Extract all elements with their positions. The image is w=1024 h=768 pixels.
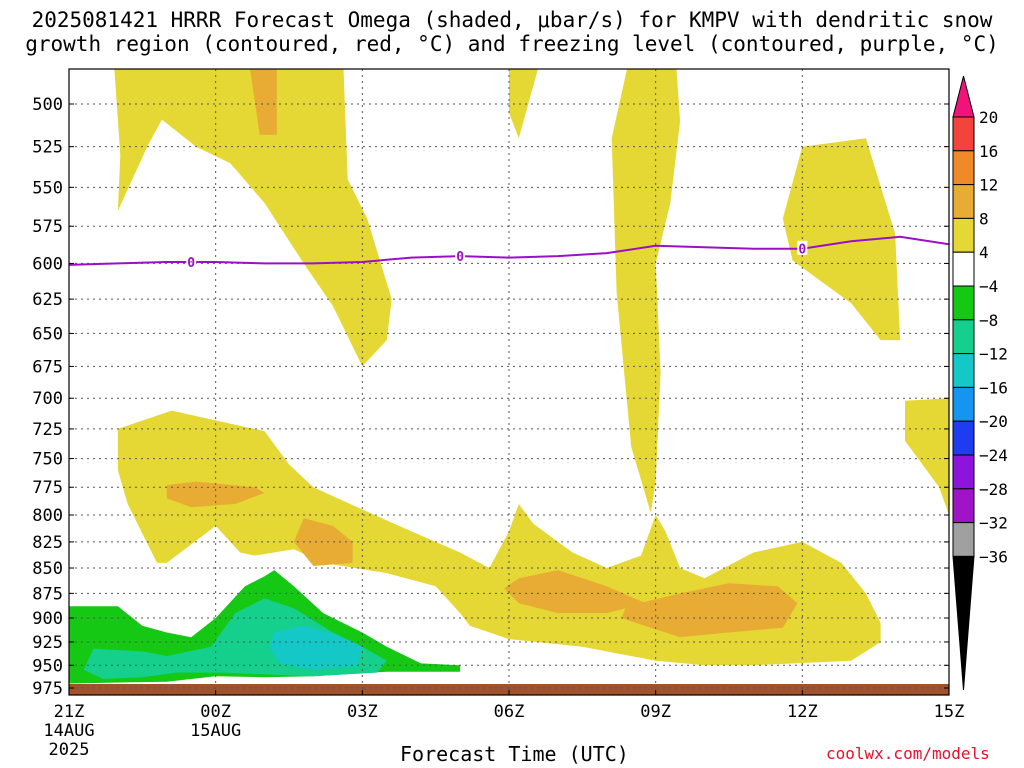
colorbar-segment-9: [952, 386, 975, 422]
colorbar-segment-5: [952, 251, 975, 287]
grid-lines: [69, 69, 949, 695]
colorbar-segment-12: [952, 488, 975, 524]
colorbar-segment-7: [952, 319, 975, 355]
colorbar-label-12: −32: [979, 514, 1008, 533]
colorbar-segment-2: [952, 150, 975, 186]
omega-region-13: [269, 625, 363, 670]
omega-region-1: [509, 69, 538, 139]
y-tick-label-600: 600: [32, 254, 63, 274]
colorbar-bottom-triangle: [952, 555, 975, 691]
y-tick-label-700: 700: [32, 389, 63, 409]
colorbar-segment-13: [952, 522, 975, 557]
y-tick-label-825: 825: [32, 533, 63, 553]
y-axis: 500 525 550 575 600 625 650 675 700 725 750 775 800 8…: [32, 95, 949, 699]
x-tick-label-15Z: 15Z: [934, 702, 965, 722]
colorbar-top-triangle: [952, 75, 975, 118]
omega-region-2: [611, 69, 681, 513]
freezing-level-label-1: 0: [456, 250, 464, 265]
colorbar-segment-11: [952, 454, 975, 490]
colorbar-label-9: −20: [979, 412, 1008, 431]
y-tick-label-575: 575: [32, 217, 63, 237]
omega-region-6: [250, 69, 277, 135]
dendritic-contour-line: [69, 50, 186, 63]
x-tick-date-15AUG: 15AUG: [190, 721, 241, 741]
freezing-label-bg-0: [186, 253, 197, 268]
colorbar-segment-4: [952, 217, 975, 253]
y-tick-label-875: 875: [32, 584, 63, 604]
x-tick-label-06Z: 06Z: [494, 702, 525, 722]
colorbar-label-0: 20: [979, 108, 998, 127]
colorbar-label-7: −12: [979, 345, 1008, 364]
colorbar-label-11: −28: [979, 480, 1008, 499]
x-tick-label-21Z: 21Z: [54, 702, 85, 722]
colorbar: 20 16 12 8 4 −4 −8 −12 −16 −20 −24 −28 −32 −36: [952, 75, 1008, 691]
omega-region-3: [782, 138, 901, 341]
y-tick-label-525: 525: [32, 138, 63, 158]
x-tick-label-00Z: 00Z: [200, 702, 231, 722]
y-tick-label-725: 725: [32, 420, 63, 440]
x-tick-label-03Z: 03Z: [347, 702, 378, 722]
x-tick-date-14AUG: 14AUG: [43, 721, 94, 741]
x-tick-label-12Z: 12Z: [787, 702, 818, 722]
contour-lines: 0 0 0: [69, 50, 949, 271]
colorbar-label-8: −16: [979, 378, 1008, 397]
y-tick-label-850: 850: [32, 559, 63, 579]
omega-region-10: [621, 583, 798, 638]
freezing-label-bg-2: [797, 240, 808, 255]
omega-region-8: [293, 518, 353, 566]
colorbar-label-3: 8: [979, 209, 989, 228]
colorbar-label-6: −8: [979, 311, 998, 330]
colorbar-label-10: −24: [979, 446, 1008, 465]
colorbar-segment-6: [952, 285, 975, 321]
y-tick-label-500: 500: [32, 95, 63, 115]
x-tick-label-09Z: 09Z: [640, 702, 671, 722]
omega-shaded-regions: [69, 69, 949, 695]
y-tick-label-550: 550: [32, 178, 63, 198]
freezing-level-label-2: 0: [798, 243, 806, 258]
omega-region-4: [905, 398, 949, 515]
chart-title: 2025081421 HRRR Forecast Omega (shaded, …: [25, 8, 999, 56]
colorbar-segment-1: [952, 116, 975, 152]
colorbar-label-5: −4: [979, 277, 998, 296]
x-tick-year: 2025: [49, 740, 90, 760]
omega-region-0: [114, 69, 392, 367]
y-tick-label-975: 975: [32, 679, 63, 699]
y-tick-label-750: 750: [32, 450, 63, 470]
colorbar-segment-10: [952, 420, 975, 456]
x-axis-title: Forecast Time (UTC): [400, 742, 629, 766]
y-tick-label-625: 625: [32, 290, 63, 310]
freezing-label-bg-1: [455, 248, 466, 263]
omega-region-9: [504, 570, 646, 614]
y-tick-label-775: 775: [32, 478, 63, 498]
credit-link[interactable]: coolwx.com/models: [826, 744, 990, 763]
terrain-surface: [69, 684, 949, 695]
y-tick-label-800: 800: [32, 506, 63, 526]
colorbar-segment-3: [952, 184, 975, 219]
y-tick-label-675: 675: [32, 357, 63, 377]
y-tick-label-900: 900: [32, 609, 63, 629]
y-tick-label-650: 650: [32, 324, 63, 344]
y-tick-label-925: 925: [32, 633, 63, 653]
freezing-level-label-0: 0: [187, 256, 195, 271]
colorbar-label-13: −36: [979, 547, 1008, 566]
colorbar-label-4: 4: [979, 243, 989, 262]
colorbar-label-2: 12: [979, 176, 998, 195]
y-tick-label-950: 950: [32, 656, 63, 676]
omega-region-7: [166, 481, 265, 508]
colorbar-label-1: 16: [979, 142, 998, 161]
colorbar-segment-8: [952, 353, 975, 388]
